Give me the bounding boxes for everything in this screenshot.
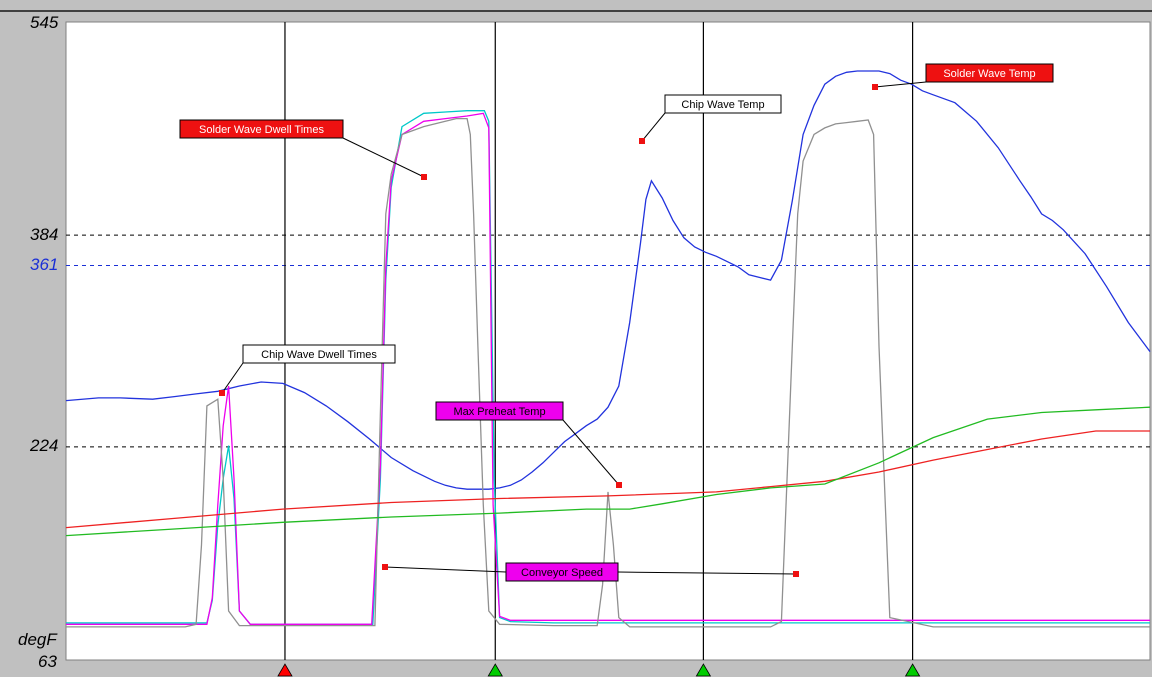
callout-anchor [382,564,388,570]
callout-anchor [872,84,878,90]
callout-label: Max Preheat Temp [453,406,545,418]
callout-box [664,94,782,114]
y-axis-label: degF [18,630,57,649]
top-bar [0,0,1152,12]
callout-leader [874,81,927,88]
series-line [66,117,1150,628]
callout-leader [342,137,425,178]
callout-leader [221,362,244,394]
series-line [65,406,1151,537]
callout-anchor [639,138,645,144]
y-tick-label: 63 [38,652,57,671]
callout-anchor [793,571,799,577]
series-line [66,112,1150,625]
callout-box [505,562,619,582]
series-line [65,70,1151,490]
callout-anchor [421,174,427,180]
y-tick-label: 384 [30,225,59,244]
callout-box [179,119,344,139]
callout-box [242,344,396,364]
marker-triangle [904,663,921,677]
y-tick-label: 361 [30,255,59,274]
callout-label: Solder Wave Dwell Times [199,124,324,136]
series-line [65,430,1150,529]
marker-triangle [277,663,293,677]
callout-leader [562,419,620,486]
callout-anchor [616,482,622,488]
marker-triangle [487,663,503,677]
callout-leader [384,566,507,573]
callout-label: Chip Wave Dwell Times [261,349,377,361]
y-tick-label: 224 [30,436,59,455]
callout-leader [641,112,666,142]
callout-label: Solder Wave Temp [943,68,1035,80]
marker-triangle [695,663,712,677]
y-tick-label: 545 [30,13,59,32]
callout-leader [617,571,797,575]
callout-box [925,63,1054,83]
callout-box [435,401,564,421]
callout-label: Conveyor Speed [521,567,603,579]
callout-anchor [219,390,225,396]
callout-label: Chip Wave Temp [681,99,764,111]
